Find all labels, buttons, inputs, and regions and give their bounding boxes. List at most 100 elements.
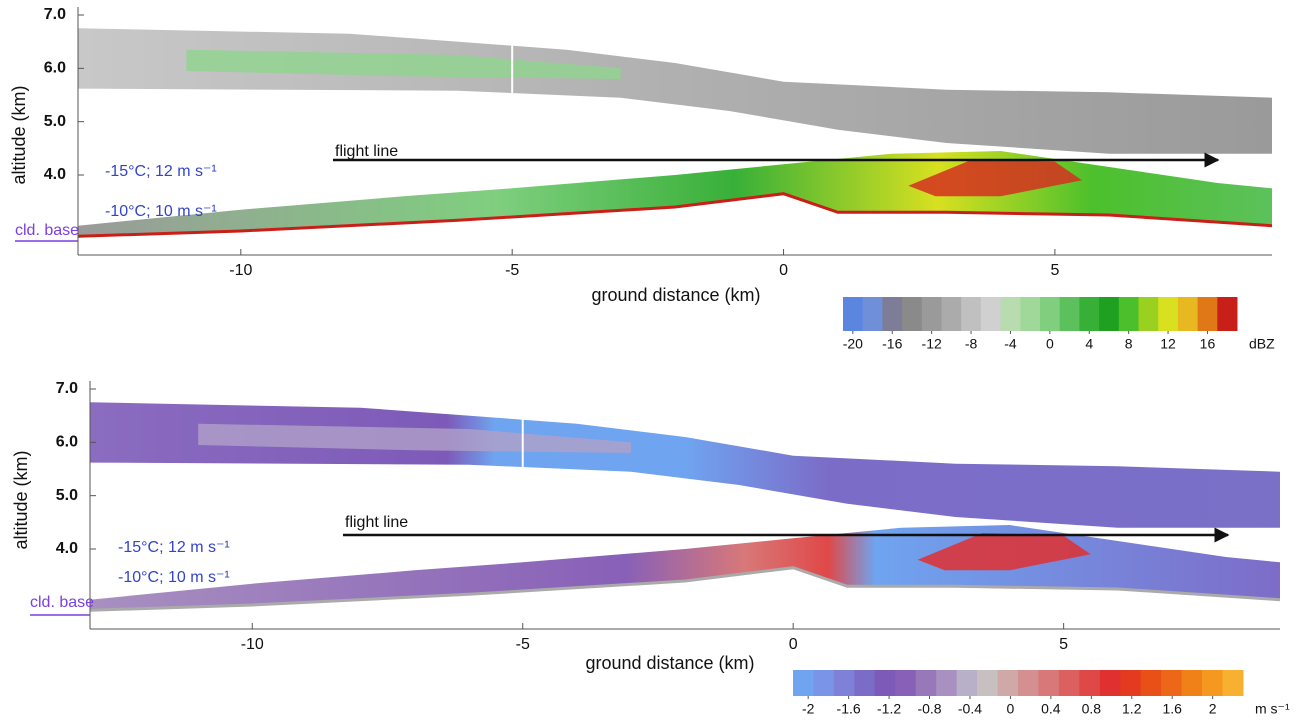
colorbar-unit: dBZ bbox=[1249, 336, 1275, 352]
colorbar-swatch bbox=[813, 670, 835, 696]
x-axis-label: ground distance (km) bbox=[585, 653, 754, 673]
annotation: -10°C; 10 m s⁻¹ bbox=[105, 203, 217, 220]
colorbar-swatch bbox=[1138, 297, 1159, 331]
annotation: flight line bbox=[345, 514, 408, 531]
x-tick-label: 0 bbox=[779, 262, 788, 279]
x-tick-label: -10 bbox=[241, 636, 264, 653]
colorbar-tick-label: -2 bbox=[802, 701, 815, 717]
colorbar-swatch bbox=[1202, 670, 1224, 696]
y-tick-label: 7.0 bbox=[56, 380, 78, 397]
annotation: -15°C; 12 m s⁻¹ bbox=[105, 163, 217, 180]
colorbar-swatch bbox=[1079, 670, 1101, 696]
colorbar-swatch bbox=[997, 670, 1019, 696]
x-tick-label: 5 bbox=[1050, 262, 1059, 279]
echo-region bbox=[90, 402, 1280, 528]
colorbar-tick-label: -16 bbox=[882, 336, 902, 352]
y-tick-label: 5.0 bbox=[44, 113, 66, 130]
panel: 4.0 5.0 6.0 7.0 -10 -5 0 5 ground distance (km) a… bbox=[11, 380, 1290, 716]
colorbar-tick-label: -20 bbox=[843, 336, 863, 352]
colorbar-swatch bbox=[843, 297, 864, 331]
x-tick-label: -10 bbox=[229, 262, 252, 279]
x-tick-label: -5 bbox=[505, 262, 519, 279]
colorbar-swatch bbox=[862, 297, 883, 331]
echo-region bbox=[78, 151, 1272, 237]
colorbar-tick-label: -8 bbox=[965, 336, 978, 352]
colorbar-swatch bbox=[1158, 297, 1179, 331]
colorbar-swatch bbox=[1040, 297, 1061, 331]
y-axis-label: altitude (km) bbox=[11, 450, 31, 549]
colorbar-swatch bbox=[793, 670, 814, 696]
x-tick-label: 5 bbox=[1059, 636, 1068, 653]
y-tick-label: 7.0 bbox=[44, 6, 66, 23]
colorbar-tick-label: 1.2 bbox=[1122, 701, 1142, 717]
colorbar-swatch bbox=[1161, 670, 1183, 696]
annotation: -10°C; 10 m s⁻¹ bbox=[118, 569, 230, 586]
echo-region bbox=[917, 533, 1091, 571]
y-tick-label: 4.0 bbox=[56, 540, 78, 557]
echo-region bbox=[908, 159, 1082, 197]
colorbar-tick-label: 4 bbox=[1085, 336, 1093, 352]
annotation: cld. base bbox=[15, 222, 79, 239]
colorbar-tick-label: -12 bbox=[922, 336, 942, 352]
echo-region bbox=[90, 525, 1280, 611]
annotation: flight line bbox=[335, 143, 398, 160]
colorbar-swatch bbox=[1000, 297, 1021, 331]
colorbar-swatch bbox=[936, 670, 958, 696]
colorbar-swatch bbox=[854, 670, 876, 696]
x-tick-label: 0 bbox=[789, 636, 798, 653]
colorbar-unit: m s⁻¹ bbox=[1255, 701, 1290, 717]
y-tick-label: 6.0 bbox=[56, 434, 78, 451]
colorbar-swatch bbox=[941, 297, 962, 331]
annotation: cld. base bbox=[30, 594, 94, 611]
colorbar-swatch bbox=[1018, 670, 1039, 696]
x-axis-label: ground distance (km) bbox=[591, 285, 760, 305]
colorbar-swatch bbox=[921, 297, 942, 331]
colorbar-swatch bbox=[1140, 670, 1162, 696]
colorbar-tick-label: 0.4 bbox=[1041, 701, 1061, 717]
colorbar-swatch bbox=[1058, 670, 1080, 696]
colorbar-tick-label: -4 bbox=[1004, 336, 1017, 352]
x-tick-label: -5 bbox=[516, 636, 530, 653]
colorbar-tick-label: -1.2 bbox=[877, 701, 901, 717]
colorbar-tick-label: 1.6 bbox=[1162, 701, 1182, 717]
colorbar-swatch bbox=[1099, 670, 1121, 696]
colorbar-tick-label: 8 bbox=[1125, 336, 1133, 352]
colorbar-swatch bbox=[874, 670, 896, 696]
colorbar-swatch bbox=[882, 297, 903, 331]
annotation: -15°C; 12 m s⁻¹ bbox=[118, 539, 230, 556]
colorbar-tick-label: -0.8 bbox=[917, 701, 941, 717]
colorbar-tick-label: 12 bbox=[1160, 336, 1176, 352]
colorbar-swatch bbox=[1197, 297, 1218, 331]
colorbar-swatch bbox=[833, 670, 855, 696]
y-tick-label: 4.0 bbox=[44, 166, 66, 183]
colorbar-swatch bbox=[977, 670, 999, 696]
colorbar-tick-label: -1.6 bbox=[837, 701, 861, 717]
colorbar-tick-label: 0 bbox=[1007, 701, 1015, 717]
colorbar-swatch bbox=[1118, 297, 1139, 331]
colorbar-swatch bbox=[956, 670, 978, 696]
colorbar-tick-label: 16 bbox=[1200, 336, 1216, 352]
colorbar-swatch bbox=[1181, 670, 1203, 696]
echo-region bbox=[78, 28, 1272, 154]
colorbar-swatch bbox=[961, 297, 982, 331]
colorbar-swatch bbox=[1099, 297, 1120, 331]
cloud-base-edge bbox=[89, 566, 1281, 612]
y-tick-label: 5.0 bbox=[56, 487, 78, 504]
colorbar-swatch bbox=[1120, 670, 1142, 696]
colorbar-swatch bbox=[1177, 297, 1199, 331]
colorbar-swatch bbox=[1038, 670, 1060, 696]
y-tick-label: 6.0 bbox=[44, 60, 66, 77]
y-axis-label: altitude (km) bbox=[9, 85, 29, 184]
colorbar-tick-label: 2 bbox=[1209, 701, 1217, 717]
colorbar-swatch bbox=[1059, 297, 1080, 331]
colorbar-swatch bbox=[980, 297, 1002, 331]
colorbar-swatch bbox=[1079, 297, 1100, 331]
colorbar-swatch bbox=[902, 297, 923, 331]
colorbar-tick-label: 0.8 bbox=[1082, 701, 1102, 717]
panel: 4.0 5.0 6.0 7.0 -10 -5 0 5 ground distance (km) a… bbox=[9, 6, 1275, 351]
colorbar-swatch bbox=[1217, 297, 1238, 331]
colorbar-tick-label: 0 bbox=[1046, 336, 1054, 352]
